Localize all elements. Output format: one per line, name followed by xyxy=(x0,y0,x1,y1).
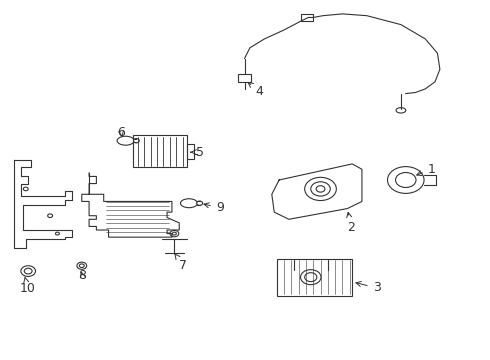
Text: 9: 9 xyxy=(204,201,223,214)
Ellipse shape xyxy=(388,167,424,193)
Ellipse shape xyxy=(395,172,416,188)
Text: 3: 3 xyxy=(356,282,381,294)
Text: 6: 6 xyxy=(117,126,125,139)
Ellipse shape xyxy=(133,139,139,143)
Ellipse shape xyxy=(79,264,84,267)
Ellipse shape xyxy=(300,270,321,285)
Text: 5: 5 xyxy=(191,146,204,159)
Ellipse shape xyxy=(48,214,52,217)
Text: 1: 1 xyxy=(416,163,436,176)
Text: 2: 2 xyxy=(347,212,355,234)
Ellipse shape xyxy=(316,186,325,192)
Bar xyxy=(238,74,251,82)
Ellipse shape xyxy=(170,230,179,237)
Bar xyxy=(187,144,194,158)
Ellipse shape xyxy=(305,273,317,282)
Ellipse shape xyxy=(24,187,28,191)
Ellipse shape xyxy=(21,266,35,276)
Ellipse shape xyxy=(305,177,336,201)
Text: 4: 4 xyxy=(248,82,264,98)
Ellipse shape xyxy=(77,262,87,269)
Ellipse shape xyxy=(172,232,176,235)
Text: 10: 10 xyxy=(20,277,36,296)
Text: 7: 7 xyxy=(175,254,187,271)
Ellipse shape xyxy=(55,232,59,235)
Ellipse shape xyxy=(117,136,134,145)
Ellipse shape xyxy=(24,268,32,274)
Ellipse shape xyxy=(311,182,330,196)
Bar xyxy=(277,258,352,296)
Ellipse shape xyxy=(197,201,202,205)
Text: 8: 8 xyxy=(78,269,86,282)
Bar xyxy=(133,135,187,167)
Bar xyxy=(301,14,313,21)
Ellipse shape xyxy=(180,199,197,208)
Ellipse shape xyxy=(396,108,406,113)
